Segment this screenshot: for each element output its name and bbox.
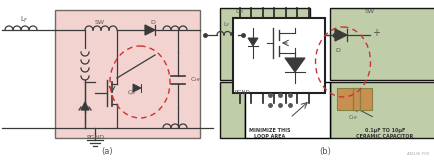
Text: D: D xyxy=(335,48,340,53)
Polygon shape xyxy=(81,102,89,110)
Text: MINIMIZE THIS
LOOP AREA: MINIMIZE THIS LOOP AREA xyxy=(249,128,290,139)
Text: (a): (a) xyxy=(101,147,112,156)
Text: +: + xyxy=(371,28,379,38)
Text: PGND: PGND xyxy=(234,90,250,95)
Text: SW: SW xyxy=(364,9,374,14)
Polygon shape xyxy=(334,29,346,41)
Text: PGND: PGND xyxy=(86,135,104,140)
Text: C$_{HF}$: C$_{HF}$ xyxy=(190,76,202,84)
Text: L$_F$: L$_F$ xyxy=(223,20,230,29)
Text: 0.1μF TO 10μF
CERAMIC CAPACITOR: 0.1μF TO 10μF CERAMIC CAPACITOR xyxy=(355,128,413,139)
Polygon shape xyxy=(247,38,257,46)
Text: Q$_B$: Q$_B$ xyxy=(234,7,244,16)
FancyBboxPatch shape xyxy=(233,18,324,93)
FancyBboxPatch shape xyxy=(336,88,371,110)
FancyBboxPatch shape xyxy=(220,82,244,138)
FancyBboxPatch shape xyxy=(55,10,200,138)
FancyBboxPatch shape xyxy=(329,82,434,138)
Text: Q$_B$: Q$_B$ xyxy=(127,89,136,97)
Text: (b): (b) xyxy=(318,147,330,156)
Text: L$_F$: L$_F$ xyxy=(20,15,28,25)
Text: SW: SW xyxy=(95,20,105,25)
FancyBboxPatch shape xyxy=(220,8,309,80)
Text: AN136 F05: AN136 F05 xyxy=(407,152,429,156)
Text: C$_{HF}$: C$_{HF}$ xyxy=(348,113,359,122)
Polygon shape xyxy=(145,25,155,35)
Polygon shape xyxy=(284,58,304,72)
Polygon shape xyxy=(133,84,141,92)
Text: D: D xyxy=(150,20,155,25)
FancyBboxPatch shape xyxy=(244,82,329,138)
FancyBboxPatch shape xyxy=(329,8,434,80)
